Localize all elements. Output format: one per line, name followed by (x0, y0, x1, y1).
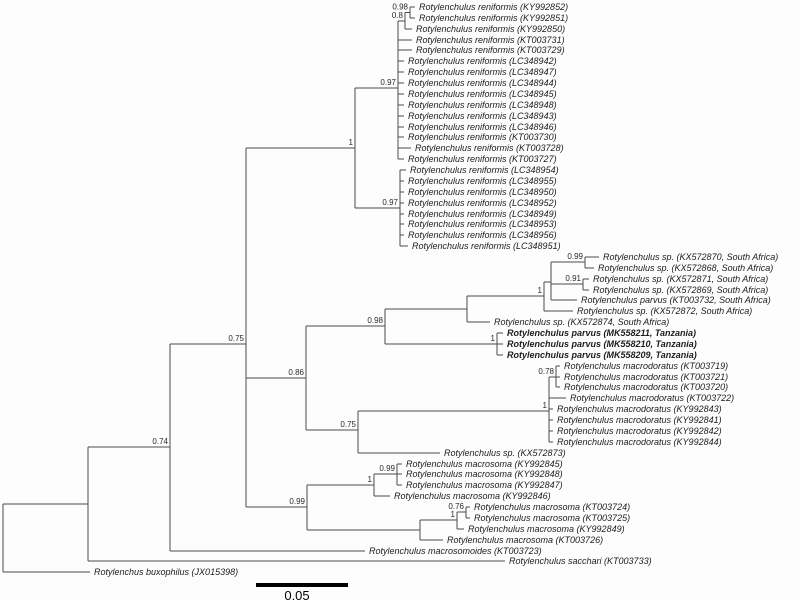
taxon-label: Rotylenchulus reniformis (KT003728) (415, 143, 564, 153)
support-value: 0.99 (379, 464, 395, 473)
taxon-label: Rotylenchulus sp. (KX572870, South Afric… (603, 252, 778, 262)
taxon-label: Rotylenchulus reniformis (LC348950) (408, 187, 557, 197)
support-value: 0.99 (567, 252, 583, 261)
taxon-label: Rotylenchulus reniformis (KY992850) (416, 24, 565, 34)
support-value: 0.76 (448, 502, 464, 511)
taxon-label: Rotylenchulus reniformis (KY992852) (419, 2, 568, 12)
taxon-label: Rotylenchulus macrodoratus (KY992843) (557, 404, 722, 414)
support-value: 1 (491, 334, 496, 343)
support-value: 1 (349, 138, 354, 147)
taxon-label: Rotylenchulus macrodoratus (KY992844) (557, 437, 722, 447)
scale-bar (256, 583, 348, 587)
taxon-label: Rotylenchulus macrodoratus (KT003720) (564, 382, 728, 392)
taxon-label: Rotylenchulus reniformis (LC348951) (412, 241, 561, 251)
taxon-label: Rotylenchulus reniformis (KT003729) (416, 45, 565, 55)
taxon-label: Rotylenchulus reniformis (LC348946) (408, 122, 557, 132)
taxon-label: Rotylenchulus macrodoratus (KT003722) (570, 393, 734, 403)
taxon-label: Rotylenchulus macrosoma (KT003726) (447, 535, 603, 545)
support-value: 0.98 (367, 316, 383, 325)
taxon-label: Rotylenchulus macrodoratus (KT003721) (564, 372, 728, 382)
support-value: 0.91 (565, 274, 581, 283)
support-value: 0.97 (382, 198, 398, 207)
taxon-label: Rotylenchulus sp. (KX572868, South Afric… (598, 263, 773, 273)
taxon-label: Rotylenchulus parvus (MK558211, Tanzania… (507, 328, 696, 338)
taxon-label: Rotylenchulus reniformis (LC348942) (408, 56, 557, 66)
scale-bar-label: 0.05 (284, 588, 309, 600)
taxon-label: Rotylenchulus reniformis (LC348948) (408, 100, 557, 110)
support-value: 1 (538, 286, 543, 295)
taxon-label: Rotylenchulus reniformis (LC348949) (408, 209, 557, 219)
taxon-label: Rotylenchulus reniformis (LC348943) (408, 111, 557, 121)
taxon-label: Rotylenchulus parvus (MK558209, Tanzania… (507, 350, 697, 360)
taxon-label: Rotylenchulus reniformis (LC348947) (408, 67, 557, 77)
taxon-label: Rotylenchulus macrosoma (KT003725) (474, 513, 630, 523)
taxon-label: Rotylenchulus macrosomoides (KT003723) (369, 546, 542, 556)
taxon-label: Rotylenchulus reniformis (LC348952) (408, 198, 557, 208)
taxon-label: Rotylenchulus macrosoma (KY992846) (394, 491, 551, 501)
taxon-label: Rotylenchulus macrosoma (KY992845) (406, 459, 563, 469)
taxon-label: Rotylenchulus reniformis (LC348955) (408, 176, 557, 186)
support-value: 0.75 (228, 334, 244, 343)
taxon-label: Rotylenchulus reniformis (KT003731) (416, 35, 565, 45)
taxon-label: Rotylenchulus macrosoma (KT003724) (474, 502, 630, 512)
taxon-label: Rotylenchulus reniformis (LC348953) (408, 219, 557, 229)
taxon-label: Rotylenchulus reniformis (LC348945) (408, 89, 557, 99)
taxon-label: Rotylenchulus macrodoratus (KY992842) (557, 426, 722, 436)
taxon-label: Rotylenchulus sp. (KX572872, South Afric… (577, 306, 752, 316)
support-value: 0.86 (288, 368, 304, 377)
taxon-label: Rotylenchulus parvus (MK558210, Tanzania… (507, 339, 697, 349)
taxon-label: Rotylenchulus sp. (KX572871, South Afric… (593, 274, 768, 284)
support-value: 0.8 (392, 11, 404, 20)
taxon-label: Rotylenchulus sp. (KX572874, South Afric… (494, 317, 669, 327)
taxon-label: Rotylenchulus macrodoratus (KY992841) (557, 415, 722, 425)
taxon-label: Rotylenchulus reniformis (KT003727) (408, 154, 557, 164)
taxon-label: Rotylenchulus reniformis (LC348954) (410, 165, 559, 175)
taxon-label: Rotylenchulus reniformis (LC348944) (408, 78, 557, 88)
taxon-label: Rotylenchulus macrodoratus (KT003719) (564, 361, 728, 371)
support-value: 0.75 (340, 420, 356, 429)
support-value: 0.97 (380, 78, 396, 87)
support-value: 1 (543, 401, 548, 410)
taxon-label: Rotylenchus buxophilus (JX015398) (94, 567, 238, 577)
taxon-label: Rotylenchulus macrosoma (KY992848) (406, 469, 563, 479)
taxon-label: Rotylenchulus sp. (KX572869, South Afric… (593, 285, 768, 295)
support-value: 0.99 (289, 497, 305, 506)
support-value: 0.78 (538, 367, 554, 376)
taxon-label: Rotylenchulus reniformis (LC348956) (408, 230, 557, 240)
taxon-label: Rotylenchulus macrosoma (KY992849) (468, 524, 625, 534)
taxon-label: Rotylenchulus reniformis (KY992851) (419, 13, 568, 23)
taxon-label: Rotylenchulus macrosoma (KY992847) (406, 480, 563, 490)
support-value: 0.98 (392, 3, 408, 12)
taxon-label: Rotylenchulus sp. (KX572873) (444, 448, 566, 458)
support-value: 1 (451, 510, 456, 519)
support-value: 1 (368, 475, 373, 484)
taxon-label: Rotylenchulus parvus (KT003732, South Af… (581, 295, 771, 305)
taxon-label: Rotylenchulus sacchari (KT003733) (509, 556, 652, 566)
support-value: 0.74 (152, 437, 168, 446)
taxon-label: Rotylenchulus reniformis (KT003730) (408, 132, 557, 142)
